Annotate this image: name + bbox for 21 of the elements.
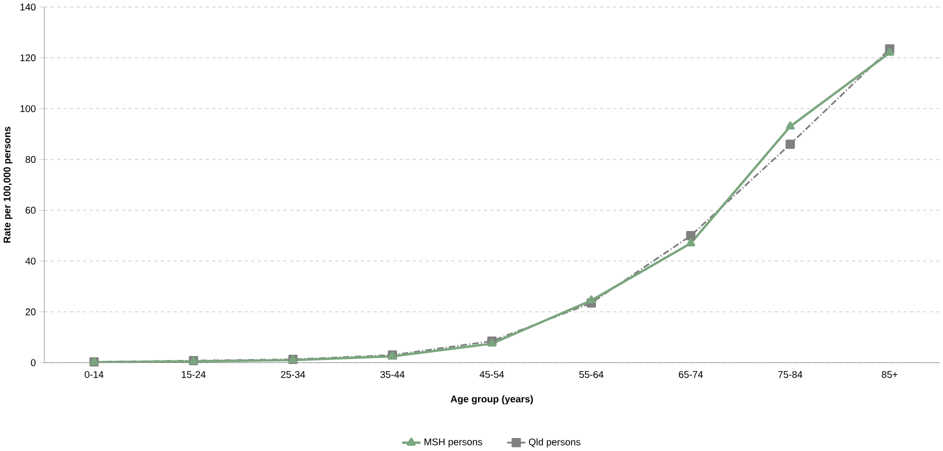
y-tick-label: 80: [26, 156, 36, 163]
x-tick-label: 15-24: [182, 370, 206, 378]
x-axis-title: Age group (years): [450, 395, 533, 404]
y-tick-label: 100: [20, 105, 36, 112]
x-tick-label: 45-54: [480, 370, 504, 378]
x-tick-label: 75-84: [778, 370, 802, 378]
y-axis-title: Rate per 100,000 persons: [4, 126, 12, 243]
x-tick-label: 85+: [882, 370, 898, 378]
y-tick-label: 120: [20, 54, 36, 62]
y-tick-label: 0: [30, 359, 36, 366]
x-tick-label: 25-34: [281, 370, 306, 378]
legend-label: Qld persons: [528, 438, 580, 448]
x-tick-label: 55-64: [579, 370, 604, 378]
x-tick-label: 35-44: [380, 370, 405, 378]
y-tick-label: 40: [25, 257, 36, 264]
legend-label: MSH persons: [424, 438, 482, 448]
y-tick-label: 60: [26, 206, 36, 214]
y-tick-label: 20: [26, 308, 36, 316]
x-tick-label: 0-14: [84, 370, 104, 378]
x-tick-label: 65-74: [678, 370, 703, 378]
y-tick-label: 140: [20, 3, 36, 10]
